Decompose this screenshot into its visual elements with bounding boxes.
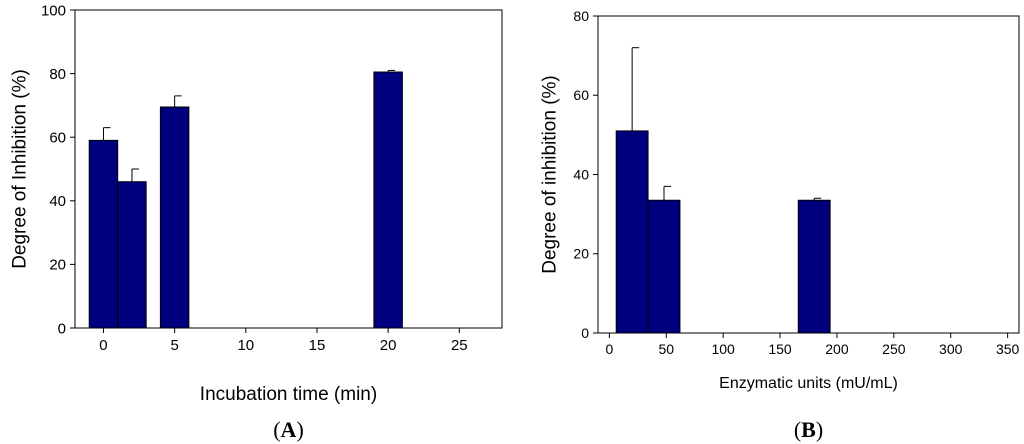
- bars-b: [615, 47, 831, 334]
- bar-b-0: [615, 130, 649, 334]
- panel-label-b: (B): [794, 417, 823, 442]
- bar-b-2: [797, 199, 831, 334]
- x-tick-label-a-4: 20: [380, 337, 397, 354]
- x-tick-label-b-0: 0: [605, 341, 613, 357]
- panel-b: 0 50 100 150 200 250 300 350 0 20 40 60 80 Enzymati…: [540, 8, 1020, 442]
- x-tick-label-b-4: 200: [825, 341, 849, 357]
- bar-a-0: [88, 139, 119, 329]
- x-tick-label-a-0: 0: [99, 337, 107, 354]
- y-tick-label-a-4: 80: [49, 66, 66, 83]
- y-tick-label-a-0: 0: [58, 320, 66, 337]
- panel-a: 0 5 10 15 20 25 0 20 40 60 80 100 Incubation time …: [10, 2, 503, 442]
- x-tick-label-a-2: 10: [237, 337, 254, 354]
- y-tick-label-a-1: 20: [49, 257, 66, 274]
- y-axis-b: 0 20 40 60 80: [573, 8, 598, 341]
- x-tick-label-b-1: 50: [658, 341, 674, 357]
- bar-b-1: [647, 199, 681, 334]
- bar-a-1: [117, 181, 147, 329]
- x-axis-a: 0 5 10 15 20 25: [99, 328, 468, 354]
- x-tick-label-b-6: 300: [939, 341, 963, 357]
- y-tick-label-a-5: 100: [41, 2, 66, 19]
- x-tick-label-a-5: 25: [451, 337, 468, 354]
- x-tick-label-b-2: 100: [711, 341, 735, 357]
- x-tick-label-b-5: 250: [882, 341, 906, 357]
- x-tick-label-b-3: 150: [768, 341, 792, 357]
- panel-label-a: (A): [273, 417, 304, 442]
- y-axis-a: 0 20 40 60 80 100: [41, 2, 75, 337]
- bar-a-3: [373, 71, 403, 329]
- y-tick-label-a-3: 60: [49, 129, 66, 146]
- y-tick-label-b-1: 20: [573, 246, 589, 262]
- x-tick-label-a-3: 15: [309, 337, 326, 354]
- x-axis-label-a: Incubation time (min): [200, 384, 377, 405]
- x-tick-label-b-7: 350: [996, 341, 1020, 357]
- bars-a: [88, 69, 403, 329]
- y-tick-label-b-3: 60: [573, 87, 589, 103]
- bar-a-2: [159, 106, 190, 329]
- y-tick-label-b-0: 0: [581, 325, 589, 341]
- y-tick-label-b-4: 80: [573, 8, 589, 24]
- x-axis-b: 0 50 100 150 200 250 300 350: [605, 333, 1020, 357]
- y-tick-label-b-2: 40: [573, 166, 589, 182]
- y-axis-label-a: Degree of Inhibition (%): [10, 69, 31, 269]
- x-tick-label-a-1: 5: [170, 337, 178, 354]
- y-axis-label-b: Degree of inhibition (%): [540, 75, 561, 274]
- y-tick-label-a-2: 40: [49, 193, 66, 210]
- plot-frame-a: [74, 9, 503, 329]
- x-axis-label-b: Enzymatic units (mU/mL): [719, 375, 898, 392]
